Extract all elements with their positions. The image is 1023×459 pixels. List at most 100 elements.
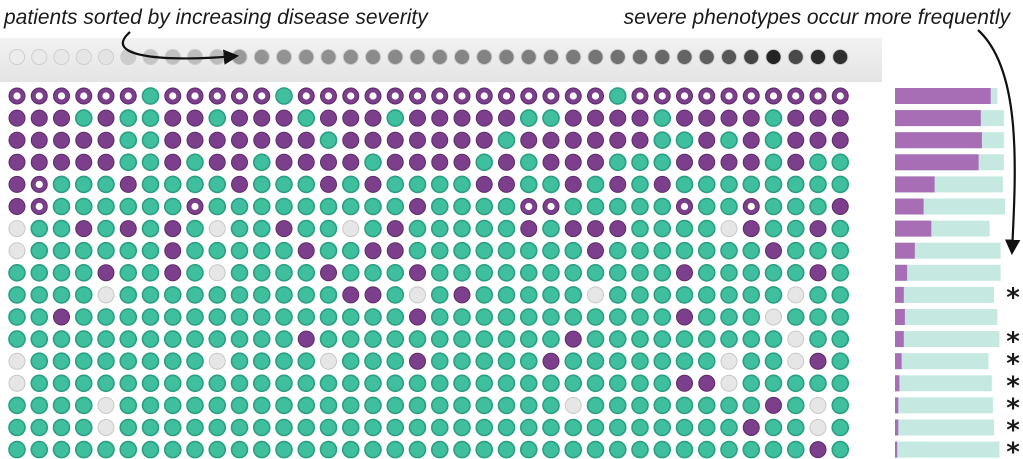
phenotype-absent-dot — [675, 219, 694, 238]
frequency-bar-total — [895, 264, 1001, 281]
phenotype-absent-dot — [341, 418, 360, 437]
phenotype-absent-dot — [475, 374, 494, 393]
phenotype-present-dot — [53, 109, 70, 127]
phenotype-absent-dot — [430, 175, 449, 194]
severity-dot — [320, 48, 337, 66]
phenotype-absent-dot — [631, 263, 649, 282]
phenotype-absent-dot — [297, 286, 316, 304]
phenotype-absent-dot — [653, 352, 672, 371]
phenotype-absent-dot — [297, 263, 316, 282]
phenotype-absent-dot — [186, 175, 204, 194]
frequency-bar-column — [895, 88, 1005, 458]
phenotype-absent-dot — [230, 330, 249, 348]
phenotype-absent-dot — [542, 286, 560, 304]
phenotype-absent-dot — [831, 175, 850, 194]
phenotype-absent-dot — [119, 396, 138, 415]
phenotype-present-dot — [431, 109, 449, 127]
phenotype-present-dot — [431, 131, 449, 149]
phenotype-absent-dot — [519, 396, 538, 415]
outlier-ring-center — [436, 92, 444, 100]
frequency-bar-present — [895, 198, 924, 215]
phenotype-absent-dot — [52, 330, 71, 348]
phenotype-absent-dot — [74, 352, 93, 371]
phenotype-absent-dot — [364, 197, 382, 216]
phenotype-present-dot — [320, 153, 337, 171]
phenotype-absent-dot — [675, 175, 694, 194]
phenotype-absent-dot — [764, 175, 783, 194]
phenotype-absent-dot — [97, 197, 115, 216]
outlier-ring-center — [458, 92, 466, 100]
phenotype-present-dot — [320, 109, 337, 127]
phenotype-absent-dot — [653, 153, 672, 172]
phenotype-present-dot — [809, 109, 827, 127]
phenotype-present-dot — [498, 175, 515, 193]
phenotype-absent-dot — [497, 197, 516, 216]
phenotype-absent-dot — [52, 263, 71, 282]
phenotype-present-dot — [742, 131, 760, 149]
phenotype-absent-dot — [297, 219, 316, 238]
phenotype-absent-dot — [30, 396, 49, 415]
phenotype-present-dot — [809, 441, 827, 459]
phenotype-absent-dot — [631, 330, 649, 348]
severity-dot — [387, 48, 404, 66]
phenotype-present-dot — [676, 109, 693, 127]
phenotype-present-dot — [409, 109, 426, 127]
phenotype-absent-dot — [319, 219, 338, 238]
frequency-bar-present — [895, 309, 905, 325]
phenotype-absent-dot — [297, 197, 316, 216]
outlier-ring-center — [525, 202, 533, 211]
phenotype-absent-dot — [252, 440, 271, 459]
phenotype-absent-dot — [275, 308, 293, 326]
severity-dot — [587, 48, 604, 66]
frequency-bar-total — [895, 286, 994, 303]
missing-value-dot — [787, 330, 805, 348]
phenotype-present-dot — [320, 175, 337, 193]
phenotype-present-dot — [720, 109, 738, 127]
frequency-bar-present — [895, 242, 915, 259]
outlier-ring-center — [169, 92, 177, 100]
phenotype-absent-dot — [608, 286, 627, 304]
outlier-ring-center — [792, 92, 800, 100]
phenotype-absent-dot — [319, 330, 338, 348]
phenotype-absent-dot — [364, 219, 382, 238]
phenotype-present-dot — [320, 264, 337, 282]
phenotype-absent-dot — [742, 241, 761, 260]
phenotype-absent-dot — [319, 286, 338, 304]
phenotype-present-dot — [765, 396, 782, 414]
phenotype-absent-dot — [52, 219, 71, 238]
outlier-ring-center — [191, 92, 199, 100]
frequency-bar-present — [895, 397, 899, 414]
severity-dot — [298, 48, 315, 66]
phenotype-absent-dot — [319, 440, 338, 459]
phenotype-absent-dot — [653, 197, 672, 216]
phenotype-absent-dot — [297, 308, 316, 326]
phenotype-absent-dot — [30, 330, 49, 348]
phenotype-absent-dot — [141, 352, 160, 371]
phenotype-present-dot — [787, 131, 805, 149]
phenotype-present-dot — [297, 131, 315, 149]
phenotype-absent-dot — [764, 352, 783, 371]
phenotype-absent-dot — [119, 197, 138, 216]
phenotype-absent-dot — [720, 308, 738, 326]
phenotype-absent-dot — [497, 374, 516, 393]
phenotype-absent-dot — [742, 263, 761, 282]
phenotype-absent-dot — [275, 374, 293, 393]
phenotype-absent-dot — [653, 286, 672, 304]
phenotype-absent-dot — [141, 109, 160, 127]
phenotype-present-dot — [75, 153, 93, 171]
missing-value-dot — [564, 396, 582, 414]
phenotype-present-dot — [119, 175, 137, 193]
outlier-ring-center — [814, 92, 822, 100]
phenotype-absent-dot — [230, 197, 249, 216]
phenotype-absent-dot — [297, 396, 316, 415]
phenotype-present-dot — [342, 153, 360, 171]
phenotype-absent-dot — [52, 241, 71, 260]
phenotype-absent-dot — [341, 308, 360, 326]
phenotype-absent-dot — [631, 241, 649, 260]
phenotype-absent-dot — [809, 330, 827, 348]
phenotype-absent-dot — [163, 374, 182, 393]
phenotype-absent-dot — [386, 374, 405, 393]
phenotype-absent-dot — [141, 418, 160, 437]
phenotype-present-dot — [809, 264, 827, 282]
phenotype-absent-dot — [831, 263, 850, 282]
